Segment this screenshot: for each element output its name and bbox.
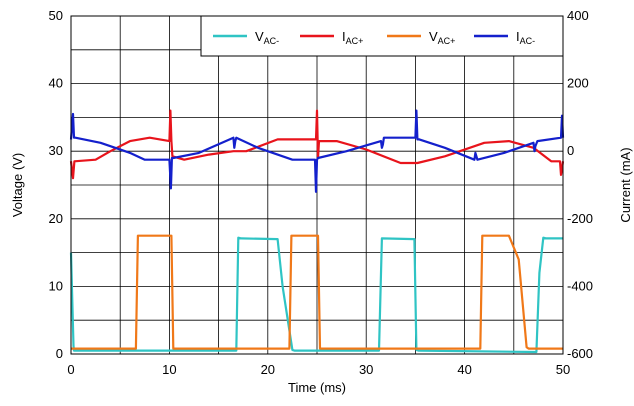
legend-label-v-ac-: VAC+	[429, 29, 455, 46]
y-left-axis-title: Voltage (V)	[10, 153, 25, 217]
x-tick-labels: 0 10 20 30 40 50	[67, 362, 570, 377]
y-left-tick-labels: 0 10 20 30 40 50	[49, 8, 63, 361]
y-left-tick-label: 30	[49, 143, 63, 158]
x-tick-label: 20	[261, 362, 275, 377]
y-right-tick-labels: -600 -400 -200 0 200 400	[567, 8, 593, 361]
series-layer	[69, 109, 565, 354]
series-line-v-ac-	[71, 234, 563, 350]
y-left-tick-label: 10	[49, 278, 63, 293]
x-axis-title: Time (ms)	[288, 380, 346, 395]
y-right-tick-label: -200	[567, 211, 593, 226]
x-tick-label: 0	[67, 362, 74, 377]
y-right-tick-label: -600	[567, 346, 593, 361]
y-right-tick-label: -400	[567, 278, 593, 293]
legend-label-i-ac-: IAC+	[342, 29, 363, 46]
y-right-tick-label: 200	[567, 76, 589, 91]
legend: VAC- IAC+ VAC+ IAC-	[200, 15, 564, 57]
x-tick-label: 10	[162, 362, 176, 377]
x-tick-label: 30	[359, 362, 373, 377]
y-right-axis-title: Current (mA)	[618, 147, 633, 222]
y-right-tick-label: 0	[567, 143, 574, 158]
series-line-i-ac-	[69, 109, 565, 180]
legend-label-i-ac-: IAC-	[516, 29, 535, 46]
x-tick-label: 40	[457, 362, 471, 377]
series-line-v-ac-	[69, 236, 563, 354]
y-left-tick-label: 20	[49, 211, 63, 226]
y-left-tick-label: 50	[49, 8, 63, 23]
series-line-i-ac-	[69, 109, 565, 193]
y-left-tick-label: 0	[56, 346, 63, 361]
legend-label-v-ac-: VAC-	[255, 29, 279, 46]
y-right-tick-label: 400	[567, 8, 589, 23]
y-left-tick-label: 40	[49, 76, 63, 91]
x-tick-label: 50	[556, 362, 570, 377]
